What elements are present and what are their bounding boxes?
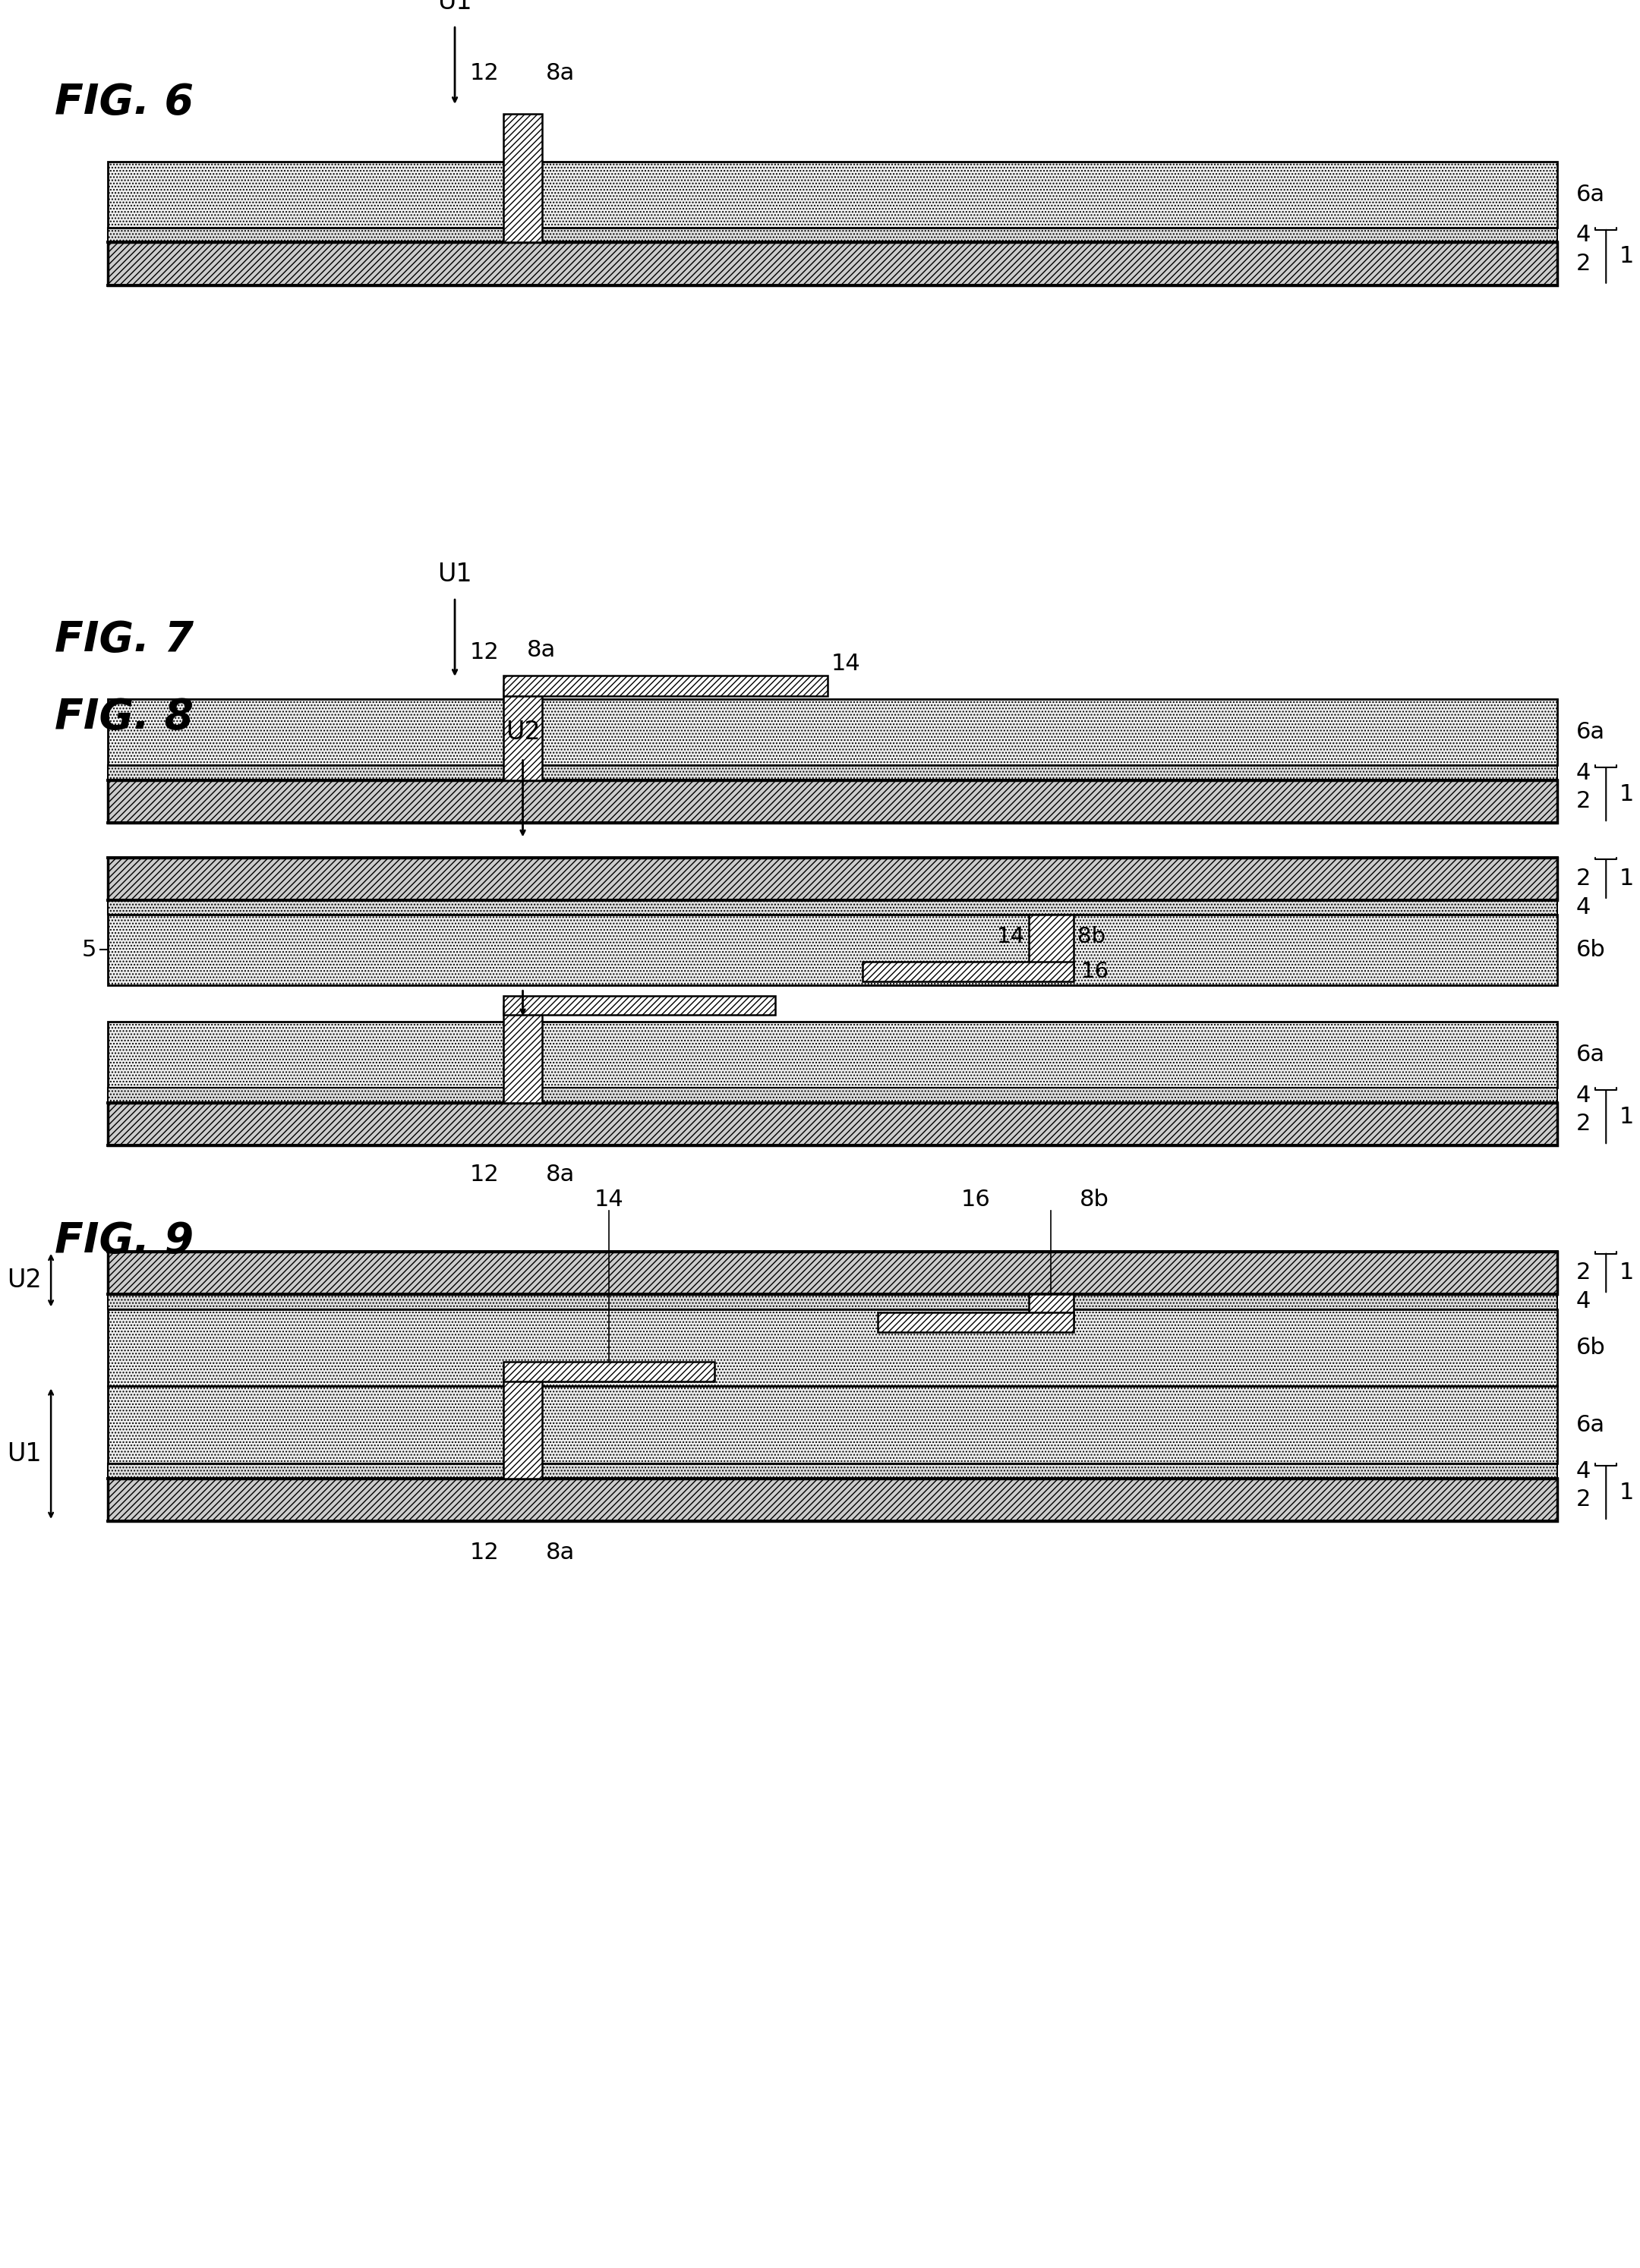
Bar	[863, 962, 1074, 982]
Text: 12: 12	[471, 642, 499, 665]
Text: 4: 4	[1576, 1084, 1591, 1107]
Text: 8b: 8b	[1077, 925, 1105, 948]
Bar	[108, 764, 1556, 780]
Text: 2: 2	[1576, 1114, 1591, 1134]
Text: 6a: 6a	[1576, 184, 1606, 206]
Bar	[108, 1309, 1556, 1386]
Text: 1: 1	[1620, 1261, 1635, 1284]
Text: 8b: 8b	[1079, 1188, 1109, 1211]
Text: 14: 14	[997, 925, 1025, 948]
Text: 14: 14	[594, 1188, 623, 1211]
Text: 12: 12	[471, 1542, 499, 1563]
Bar	[108, 1386, 1556, 1463]
Text: U1: U1	[438, 0, 472, 14]
Text: 8a: 8a	[526, 640, 556, 662]
Text: 5: 5	[82, 939, 97, 962]
Bar	[108, 900, 1556, 914]
Text: FIG. 9: FIG. 9	[54, 1220, 194, 1261]
Text: 1: 1	[1620, 782, 1635, 805]
Text: 16: 16	[1081, 962, 1110, 982]
Bar	[503, 685, 543, 780]
Bar	[108, 1252, 1556, 1295]
Text: 2: 2	[1576, 252, 1591, 274]
Bar	[108, 914, 1556, 984]
Text: 8a: 8a	[546, 61, 576, 84]
Text: 14: 14	[831, 653, 861, 676]
Text: 6a: 6a	[1576, 1413, 1606, 1436]
Text: 6b: 6b	[1576, 939, 1606, 962]
Bar	[503, 1363, 715, 1381]
Bar	[108, 1089, 1556, 1102]
Text: 6b: 6b	[1576, 1336, 1606, 1359]
Text: 4: 4	[1576, 762, 1591, 785]
Bar	[108, 699, 1556, 764]
Bar	[877, 1313, 1074, 1331]
Bar	[108, 1479, 1556, 1522]
Text: 4: 4	[1576, 225, 1591, 245]
Text: 1: 1	[1620, 1481, 1635, 1504]
Bar	[108, 243, 1556, 286]
Text: 2: 2	[1576, 1488, 1591, 1510]
Text: 16: 16	[961, 1188, 991, 1211]
Bar	[503, 1372, 543, 1479]
Bar	[108, 780, 1556, 823]
Text: 1: 1	[1620, 869, 1635, 889]
Bar	[108, 161, 1556, 227]
Text: 6a: 6a	[1576, 1043, 1606, 1066]
Text: FIG. 7: FIG. 7	[54, 619, 194, 660]
Text: 4: 4	[1576, 896, 1591, 919]
Text: 12: 12	[471, 61, 499, 84]
Text: U2: U2	[505, 719, 540, 744]
Text: U1: U1	[438, 562, 472, 587]
Text: 1: 1	[1620, 1107, 1635, 1127]
Text: FIG. 6: FIG. 6	[54, 82, 194, 122]
Text: 4: 4	[1576, 1461, 1591, 1481]
Text: 8a: 8a	[546, 1163, 576, 1186]
Bar	[503, 113, 543, 243]
Bar	[108, 1463, 1556, 1479]
Text: 2: 2	[1576, 869, 1591, 889]
Text: U2: U2	[7, 1268, 43, 1293]
Bar	[108, 227, 1556, 243]
Text: FIG. 8: FIG. 8	[54, 696, 194, 737]
Text: 2: 2	[1576, 792, 1591, 812]
Text: 6a: 6a	[1576, 721, 1606, 744]
Text: U1: U1	[7, 1440, 43, 1465]
Bar	[1028, 914, 1074, 971]
Text: 2: 2	[1576, 1261, 1591, 1284]
Text: 4: 4	[1576, 1290, 1591, 1313]
Bar	[503, 676, 828, 696]
Bar	[108, 1295, 1556, 1309]
Text: 8a: 8a	[546, 1542, 576, 1563]
Bar	[503, 996, 774, 1016]
Bar	[108, 1102, 1556, 1145]
Bar	[1028, 1295, 1074, 1322]
Bar	[108, 1021, 1556, 1089]
Bar	[503, 1005, 543, 1102]
Text: 12: 12	[471, 1163, 499, 1186]
Text: 1: 1	[1620, 245, 1635, 268]
Bar	[108, 857, 1556, 900]
